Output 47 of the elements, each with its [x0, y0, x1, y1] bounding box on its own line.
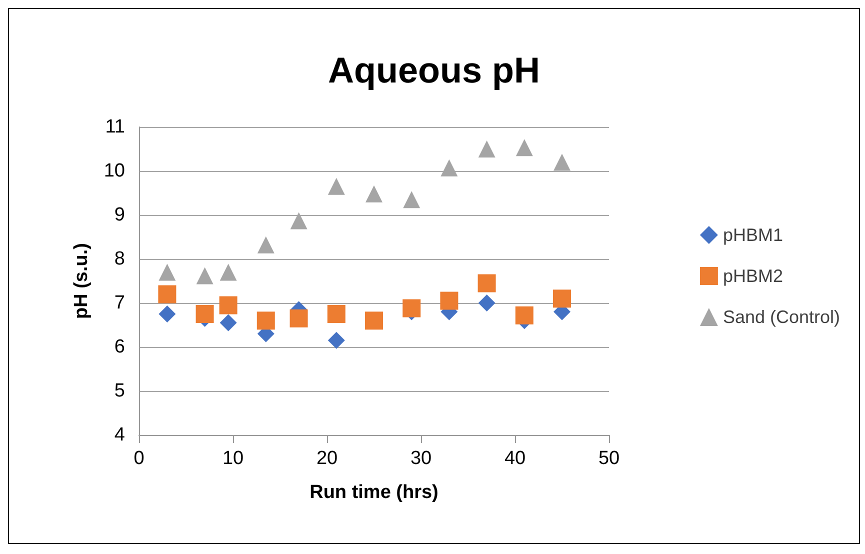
legend-label: pHBM1 [722, 225, 783, 245]
point [515, 306, 534, 324]
point [553, 290, 571, 308]
x-tick-label: 0 [134, 448, 144, 469]
point [554, 154, 570, 171]
y-axis-title: pH (s.u.) [71, 243, 92, 319]
legend-label: pHBM2 [722, 266, 783, 286]
x-tick-label: 30 [410, 448, 432, 469]
y-tick-label: 5 [114, 380, 125, 402]
point [516, 139, 533, 156]
point [290, 309, 308, 328]
point [220, 264, 237, 281]
y-tick-label: 9 [114, 204, 125, 226]
point [158, 285, 176, 304]
point [478, 294, 496, 312]
point [478, 274, 496, 292]
y-tick-label: 8 [114, 248, 125, 270]
y-tick-label: 7 [114, 292, 125, 314]
y-tick-label: 10 [104, 160, 125, 182]
y-tick-label: 6 [114, 336, 125, 358]
point [478, 140, 496, 158]
point [440, 159, 458, 176]
point [257, 236, 274, 254]
point [328, 178, 345, 195]
y-tick-label: 4 [114, 424, 126, 446]
chart-title: Aqueous pH [328, 50, 540, 90]
point [365, 312, 383, 330]
point [327, 305, 346, 323]
x-tick-label: 50 [598, 448, 620, 469]
x-tick-label: 10 [222, 448, 244, 469]
point [220, 314, 237, 332]
point [328, 332, 345, 349]
point [196, 267, 214, 284]
x-axis-title: Run time (hrs) [310, 482, 438, 503]
x-tick-label: 20 [316, 448, 338, 469]
point [290, 212, 308, 230]
legend-label: Sand (Control) [722, 307, 840, 327]
point [158, 264, 176, 281]
y-tick-label: 11 [105, 116, 125, 138]
point [440, 292, 458, 310]
point [219, 296, 238, 314]
point [402, 299, 421, 318]
point [403, 191, 420, 208]
x-tick-label: 40 [504, 448, 526, 469]
point [158, 306, 176, 322]
point [366, 185, 382, 202]
point [256, 312, 275, 330]
